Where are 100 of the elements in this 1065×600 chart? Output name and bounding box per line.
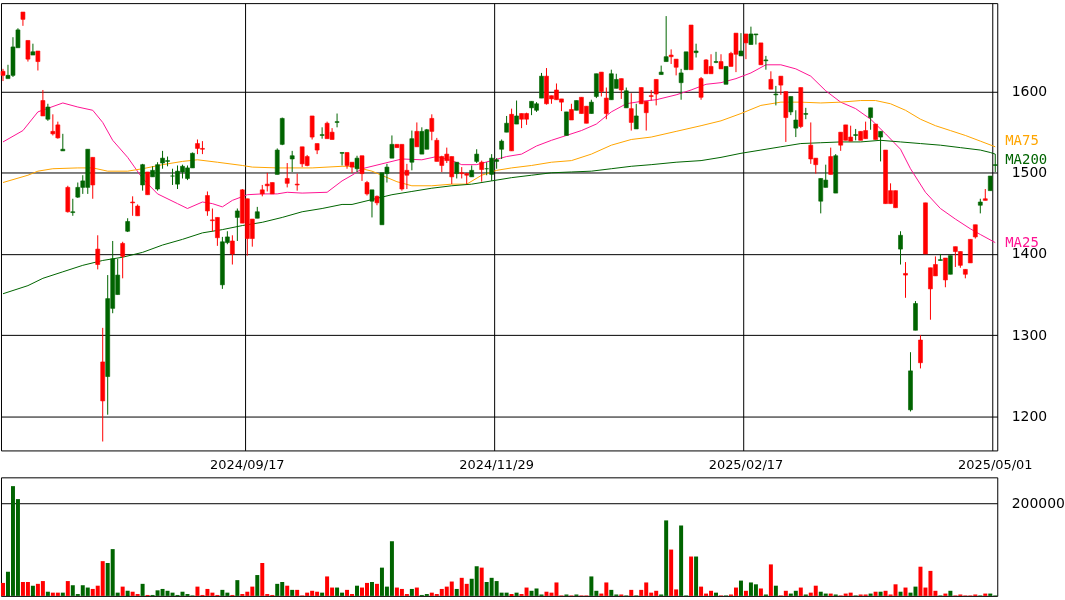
bar [893, 584, 898, 596]
bar [694, 556, 699, 596]
candlestick [968, 238, 973, 264]
candlestick [618, 78, 624, 100]
y-tick-label: 1200 [1011, 407, 1048, 424]
candlestick [50, 113, 56, 136]
bar [738, 580, 743, 596]
candlestick [663, 15, 669, 63]
candlestick [40, 89, 46, 117]
bar [679, 525, 684, 596]
candlestick [369, 189, 375, 218]
bar [125, 590, 130, 596]
candlestick [594, 73, 599, 99]
candlestick [828, 147, 834, 175]
bar [629, 589, 634, 596]
bar [589, 576, 594, 596]
bar [85, 587, 90, 596]
x-tick-label: 2024/09/17 [210, 456, 285, 472]
bar [753, 584, 758, 596]
candlestick [793, 109, 799, 138]
bar [878, 591, 883, 596]
candlestick [718, 53, 724, 70]
bar [65, 581, 70, 596]
bar [30, 585, 35, 596]
bar [773, 585, 778, 596]
bar [335, 587, 340, 596]
bar [55, 592, 60, 596]
bar [768, 564, 773, 596]
candlestick [903, 261, 908, 299]
candlestick [334, 113, 340, 128]
bar [290, 589, 295, 596]
series-label: MA75 [1005, 131, 1039, 148]
series-label: MA200 [1005, 150, 1048, 167]
bar [689, 556, 694, 596]
candlestick [623, 87, 629, 109]
bar [918, 566, 923, 596]
bar [609, 589, 614, 596]
bar [504, 592, 509, 596]
candlestick [389, 134, 395, 159]
candlestick [599, 71, 604, 97]
bar [120, 586, 125, 596]
candlestick [414, 121, 420, 148]
candlestick [284, 162, 290, 188]
x-tick-label: 2025/05/01 [957, 456, 1033, 472]
candlestick [778, 75, 784, 96]
bar [25, 581, 30, 596]
line-series [2, 100, 996, 187]
bar [813, 585, 818, 596]
candlestick [539, 72, 544, 99]
x-tick-label: 2025/02/17 [708, 456, 784, 472]
candlestick [514, 100, 519, 125]
y-tick-label: 1600 [1011, 83, 1048, 100]
candlestick [773, 85, 779, 106]
bar [798, 587, 803, 596]
bar [948, 590, 953, 596]
candlestick [479, 160, 484, 183]
candlestick [289, 150, 295, 173]
bar [389, 541, 394, 596]
bar [699, 586, 704, 596]
bar [474, 566, 479, 596]
candlestick [409, 130, 415, 171]
candlestick [758, 42, 764, 66]
candlestick [30, 43, 36, 56]
bar [758, 588, 763, 596]
candlestick [235, 208, 240, 242]
candlestick [35, 50, 41, 71]
x-tick-label: 2024/11/29 [459, 456, 534, 472]
candlestick [230, 234, 235, 266]
candlestick [898, 230, 903, 266]
candlestick [339, 151, 345, 166]
candlestick [0, 68, 6, 82]
candlestick [693, 43, 699, 58]
candlestick [25, 39, 31, 63]
bar [40, 581, 45, 596]
bar [195, 586, 200, 596]
candlestick [419, 126, 425, 155]
candlestick [434, 137, 440, 162]
bar [1, 582, 5, 596]
bar [873, 591, 878, 596]
bar [714, 592, 719, 596]
bar [479, 567, 484, 596]
candlestick [653, 78, 659, 106]
candlestick [564, 111, 569, 136]
bar [848, 592, 853, 596]
bar [783, 590, 788, 596]
bar [903, 587, 908, 596]
bar [45, 591, 50, 596]
bar [409, 588, 414, 596]
bar [733, 587, 738, 596]
candlestick [698, 76, 704, 101]
bar [449, 581, 454, 596]
bar [414, 587, 419, 596]
bar [275, 583, 280, 596]
candlestick [918, 334, 923, 369]
bar [295, 589, 300, 596]
bar [793, 590, 798, 596]
candlestick [140, 163, 145, 192]
bar [454, 588, 459, 596]
bar [140, 583, 145, 596]
bar [60, 592, 65, 596]
